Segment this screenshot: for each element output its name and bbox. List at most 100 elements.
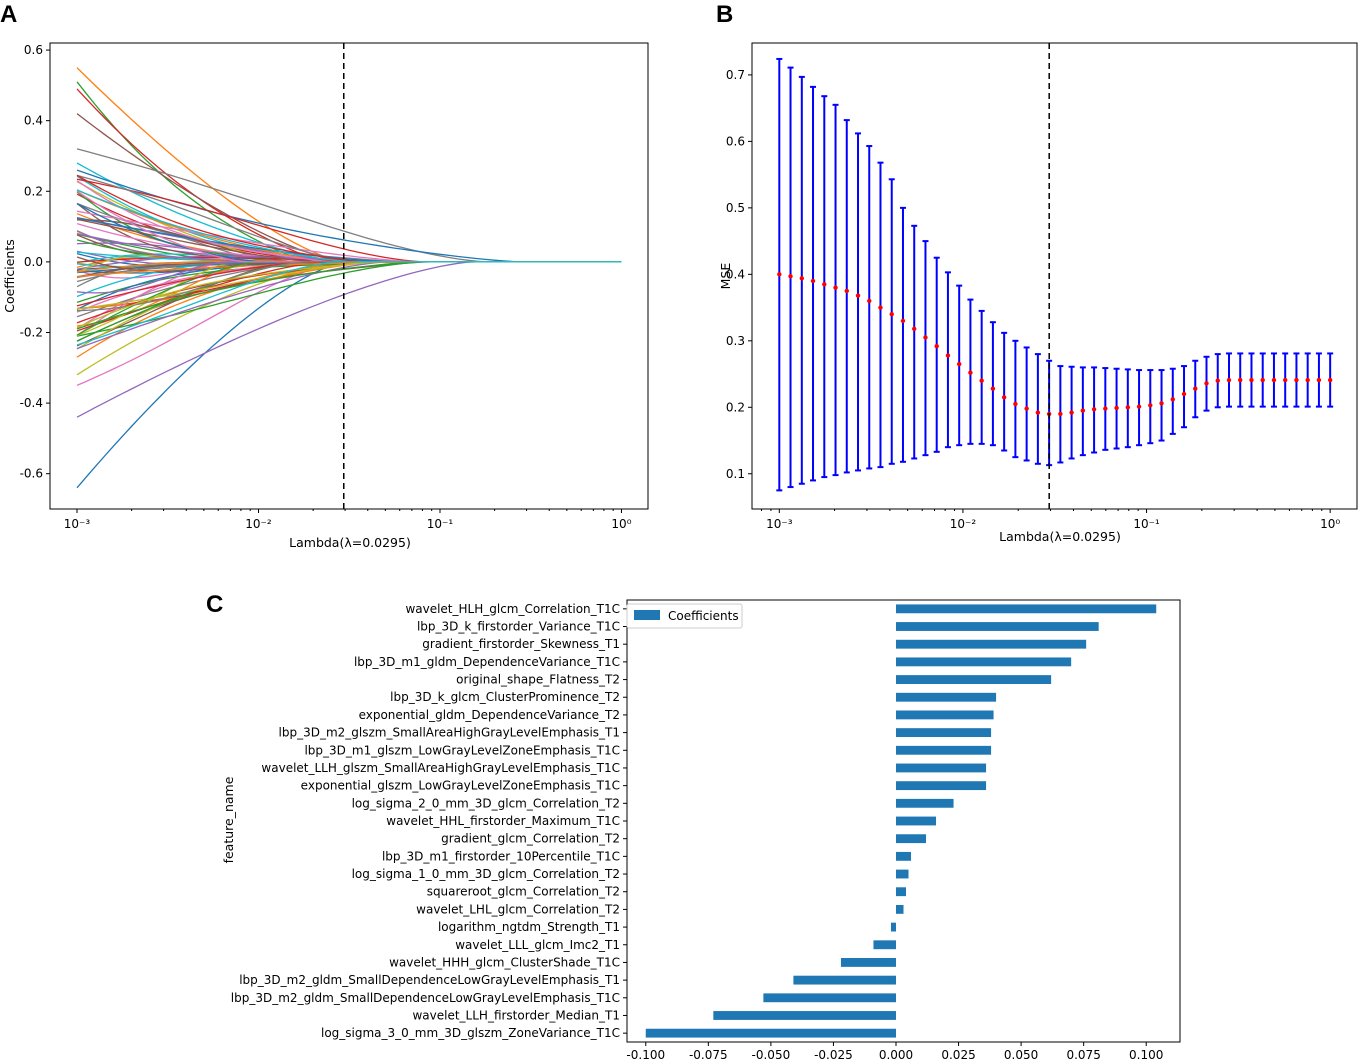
chart-c-bar [895, 781, 987, 791]
chart-b-xtick-label: 10⁰ [1320, 517, 1340, 531]
chart-b-mean-point [1305, 377, 1310, 383]
chart-b-mean-point [1125, 405, 1131, 410]
chart-b-mean-point [1294, 377, 1299, 383]
chart-b-xtick-label: 10⁻² [950, 517, 977, 531]
chart-b-mean-point [889, 312, 894, 317]
chart-c-xtick-label: -0.100 [626, 1048, 665, 1062]
chart-c-category-label: log_sigma_2_0_mm_3D_glcm_Correlation_T2 [352, 796, 620, 810]
chart-b-mean-point [1271, 377, 1277, 383]
chart-b-mean-point [979, 378, 984, 383]
chart-c-bar [890, 922, 896, 932]
chart-c-category-label: lbp_3D_m2_glszm_SmallAreaHighGrayLevelEm… [279, 726, 621, 740]
chart-c-xtick-label: -0.050 [752, 1048, 791, 1062]
chart-b-mean-point [934, 343, 939, 349]
chart-b-mean-point [1215, 378, 1220, 383]
chart-c-xtick-label: 0.075 [1066, 1048, 1100, 1062]
chart-a-ytick-label: 0.6 [24, 43, 43, 57]
chart-c-bar [895, 675, 1052, 684]
chart-c-category-label: lbp_3D_m1_glszm_LowGrayLevelZoneEmphasis… [304, 743, 620, 757]
chart-b-xtick-label: 10⁻¹ [1133, 517, 1160, 531]
chart-b-mean-point [1159, 401, 1164, 406]
chart-c-category-label: wavelet_HHH_glcm_ClusterShade_T1C [389, 955, 620, 969]
chart-c-bar [895, 763, 987, 773]
chart-c-xtick-label: -0.025 [814, 1048, 853, 1062]
chart-a-xlabel: Lambda(λ=0.0295) [289, 535, 411, 550]
chart-b-mean-point [810, 278, 816, 284]
chart-b-mean-point [1114, 405, 1119, 411]
chart-b-mean-point [968, 370, 973, 375]
chart-c-bar [895, 798, 954, 808]
chart-c-bar [895, 728, 992, 738]
chart-b-mean-point [1080, 408, 1086, 413]
chart-b-mean-point [1001, 395, 1007, 400]
chart-c-xtick-label: 0.025 [941, 1048, 975, 1062]
chart-b-ytick-label: 0.6 [726, 134, 745, 148]
chart-b-mean-point [1024, 406, 1029, 411]
chart-c-bar [895, 869, 909, 879]
chart-b-mean-point [1069, 410, 1074, 415]
chart-c-bar [895, 692, 997, 702]
chart-a-lasso-path: -0.6-0.4-0.20.00.20.40.610⁻³ 10⁻² 10⁻¹ 10⁰ … [2, 42, 649, 550]
panel-label-a: A [0, 1, 17, 28]
chart-b-mean-point [990, 386, 996, 391]
chart-c-category-label: lbp_3D_m1_gldm_DependenceVariance_T1C [354, 655, 620, 669]
chart-b-ylabel: MSE [718, 263, 733, 290]
chart-b-mean-point [1204, 381, 1209, 386]
chart-c-bar [895, 834, 927, 844]
chart-c-bar [873, 940, 896, 950]
panel-label-b: B [716, 1, 733, 28]
chart-a-series-line [76, 261, 622, 346]
chart-c-category-label: wavelet_LHL_glcm_Correlation_T2 [416, 902, 620, 916]
chart-a-ticks: -0.6 -0.4 -0.2 0.0 0.2 0.4 0.6 10⁻³ 10⁻² 10⁻¹ 10⁰ [20, 43, 632, 531]
legend-swatch [634, 610, 660, 620]
chart-b-mean-point [1238, 377, 1243, 383]
chart-c-bar [895, 745, 992, 755]
chart-b-mean-point [1283, 377, 1288, 383]
chart-b-mean-point [1181, 391, 1187, 397]
chart-b-ytick-label: 0.3 [726, 334, 745, 348]
chart-c-bar [793, 975, 896, 985]
chart-c-xtick-label: 0.000 [879, 1048, 913, 1062]
chart-c-category-label: logarithm_ngtdm_Strength_T1 [438, 920, 620, 934]
chart-c-category-label: wavelet_HHL_firstorder_Maximum_T1C [386, 814, 620, 828]
chart-c-bar [895, 851, 912, 861]
chart-b-mean-point [1148, 403, 1153, 408]
chart-c-category-label: wavelet_LLH_firstorder_Median_T1 [412, 1008, 620, 1022]
chart-b-mean-point [777, 272, 782, 277]
chart-b-mean-point [956, 361, 962, 367]
chart-b-mean-point [822, 282, 827, 287]
chart-b-mean-point [878, 305, 883, 310]
chart-b-mean-point [1136, 404, 1142, 409]
chart-a-xtick-label: 10⁻¹ [427, 517, 454, 531]
chart-c-feature-coefficients: wavelet_HLH_glcm_Correlation_T1C lbp_3D_k… [221, 599, 1181, 1062]
chart-c-category-label: lbp_3D_m2_gldm_SmallDependenceLowGrayLev… [239, 973, 620, 987]
chart-c-xtick-label: -0.075 [689, 1048, 728, 1062]
chart-a-xtick-label: 10⁻³ [64, 517, 91, 531]
legend-label: Coefficients [668, 609, 739, 623]
chart-b-mean-point [855, 293, 861, 298]
chart-b-mean-point [945, 353, 951, 358]
chart-a-xtick-label: 10⁰ [611, 517, 631, 531]
chart-b-mean-point [1193, 386, 1198, 391]
chart-b-xlabel: Lambda(λ=0.0295) [999, 529, 1121, 544]
chart-c-category-label: wavelet_HLH_glcm_Correlation_T1C [405, 602, 620, 616]
chart-a-ytick-label: -0.6 [20, 467, 43, 481]
chart-b-xtick-label: 10⁻³ [766, 517, 793, 531]
chart-b-mean-point [844, 288, 849, 294]
chart-a-xtick-label: 10⁻² [245, 517, 272, 531]
panel-label-c: C [206, 591, 223, 618]
chart-a-series [76, 67, 622, 489]
chart-b-mean-point [833, 285, 838, 290]
chart-c-bar [645, 1028, 896, 1038]
chart-a-ytick-label: -0.4 [20, 396, 43, 410]
chart-c-category-label: gradient_firstorder_Skewness_T1 [422, 637, 620, 651]
chart-c-bar [895, 657, 1072, 667]
chart-c-xtick-label: 0.100 [1129, 1048, 1163, 1062]
chart-c-category-label: log_sigma_3_0_mm_3D_glszm_ZoneVariance_T… [321, 1026, 620, 1040]
chart-a-ytick-label: -0.2 [20, 325, 43, 339]
chart-c-ticks: wavelet_HLH_glcm_Correlation_T1C lbp_3D_k… [231, 602, 1164, 1062]
chart-c-bar [895, 710, 994, 720]
chart-b-ticks: 0.1 0.2 0.3 0.4 0.5 0.6 0.7 10⁻³ 10⁻² 10⁻¹ 10⁰ [726, 68, 1340, 531]
chart-c-category-label: lbp_3D_k_firstorder_Variance_T1C [417, 620, 620, 634]
chart-a-ytick-label: 0.4 [24, 114, 43, 128]
